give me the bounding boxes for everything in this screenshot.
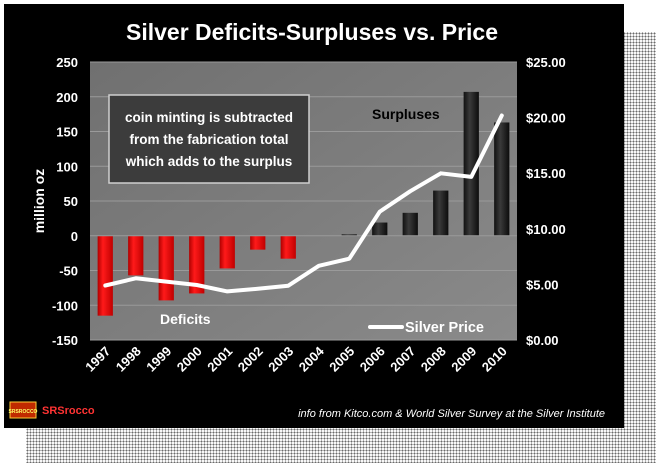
x-tick-label: 1999 xyxy=(143,344,174,375)
bars xyxy=(97,91,510,316)
y2-tick-label: $20.00 xyxy=(526,111,566,126)
logo-text: SRSrocco xyxy=(42,405,95,417)
logo: SRSROCCO SRSrocco xyxy=(9,401,95,419)
x-tick-label: 2006 xyxy=(357,344,388,375)
y-tick-label: 100 xyxy=(56,159,78,174)
bar xyxy=(433,190,449,236)
logo-badge xyxy=(9,401,37,419)
y-tick-label: -100 xyxy=(52,298,78,313)
y2-tick-label: $10.00 xyxy=(526,222,566,237)
y-tick-label: 150 xyxy=(56,125,78,140)
bar xyxy=(128,235,144,276)
x-tick-label: 2010 xyxy=(479,344,510,375)
bar xyxy=(341,234,357,236)
y2-axis-ticks: $25.00 $20.00 $15.00 $10.00 $5.00 $0.00 xyxy=(526,55,566,348)
x-tick-label: 1998 xyxy=(113,344,144,375)
legend: Silver Price xyxy=(368,320,484,336)
bar xyxy=(189,235,205,294)
x-tick-label: 2007 xyxy=(387,344,418,375)
bar xyxy=(280,235,296,259)
y-tick-label: 50 xyxy=(64,194,78,209)
y-tick-label: 200 xyxy=(56,90,78,105)
bar xyxy=(158,235,174,301)
bar xyxy=(402,212,418,236)
x-tick-label: 2004 xyxy=(296,343,328,375)
bar xyxy=(494,122,510,236)
x-tick-label: 2005 xyxy=(326,344,357,375)
y-tick-label: -50 xyxy=(59,264,78,279)
legend-label: Silver Price xyxy=(405,320,484,336)
chart-title: Silver Deficits-Surpluses vs. Price xyxy=(126,19,498,45)
y2-tick-label: $5.00 xyxy=(526,277,559,292)
x-tick-label: 1997 xyxy=(82,344,113,375)
y-axis-label: million oz xyxy=(31,169,47,234)
x-tick-label: 2008 xyxy=(418,344,449,375)
x-tick-label: 2000 xyxy=(174,344,205,375)
y-axis-ticks: 250 200 150 100 50 0 -50 -100 -150 xyxy=(52,55,78,348)
x-tick-label: 2003 xyxy=(265,344,296,375)
x-tick-label: 2001 xyxy=(204,344,235,375)
y2-tick-label: $0.00 xyxy=(526,333,559,348)
y-tick-label: -150 xyxy=(52,333,78,348)
bar xyxy=(372,222,388,236)
y2-tick-label: $25.00 xyxy=(526,55,566,70)
bar xyxy=(219,235,235,269)
source-credit: info from Kitco.com & World Silver Surve… xyxy=(298,408,605,420)
surpluses-label: Surpluses xyxy=(372,106,440,122)
note-box: coin minting is subtracted from the fabr… xyxy=(108,94,310,184)
bar xyxy=(250,235,266,250)
x-tick-label: 2009 xyxy=(448,344,479,375)
x-axis-ticks: 1997 1998 1999 2000 2001 2002 2003 2004 2005 2006… xyxy=(82,343,510,375)
note-line-3: which adds to the surplus xyxy=(125,154,293,169)
y2-tick-label: $15.00 xyxy=(526,166,566,181)
logo-badge-text: SRSROCCO xyxy=(9,409,38,415)
x-tick-label: 2002 xyxy=(235,344,266,375)
bar xyxy=(97,235,113,316)
price-line xyxy=(103,113,504,294)
y-tick-label: 0 xyxy=(71,229,78,244)
deficits-label: Deficits xyxy=(160,311,211,327)
note-line-1: coin minting is subtracted xyxy=(125,110,293,125)
note-line-2: from the fabrication total xyxy=(129,132,288,147)
bar xyxy=(463,91,479,236)
y-tick-label: 250 xyxy=(56,55,78,70)
